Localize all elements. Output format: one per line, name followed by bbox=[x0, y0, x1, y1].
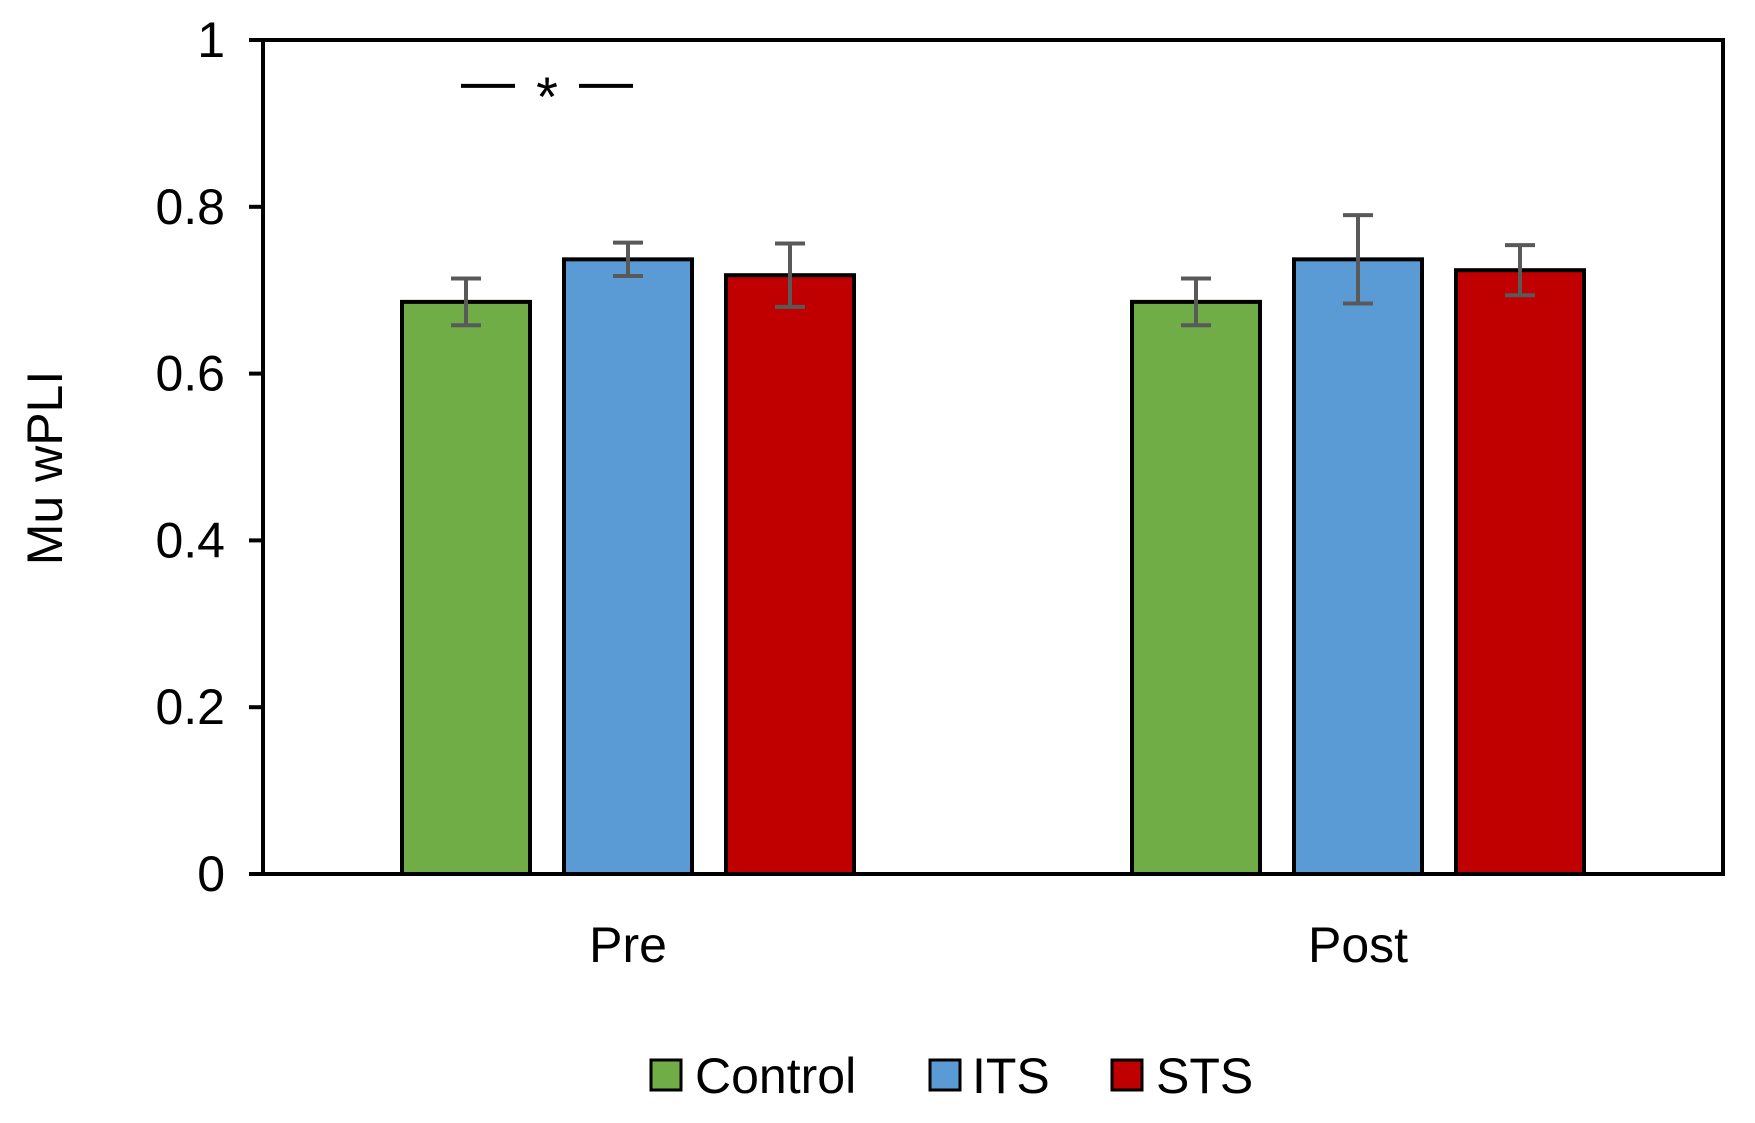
y-axis-title: Mu wPLI bbox=[17, 371, 73, 566]
plot-area-frame bbox=[261, 38, 1725, 876]
bar-pre-sts bbox=[724, 273, 856, 876]
legend-label-control: Control bbox=[695, 1048, 856, 1104]
legend-swatch-control bbox=[649, 1058, 683, 1092]
bar-post-control bbox=[1130, 299, 1262, 877]
legend-label-sts: STS bbox=[1156, 1048, 1253, 1104]
y-tick-label-5: 1 bbox=[197, 12, 225, 68]
y-tick-label-3: 0.6 bbox=[155, 346, 225, 402]
y-tick-label-0: 0 bbox=[197, 846, 225, 902]
significance-marker: * bbox=[536, 65, 558, 128]
bar-pre-its bbox=[562, 257, 694, 877]
x-category-label-0: Pre bbox=[589, 917, 667, 973]
y-tick-label-1: 0.2 bbox=[155, 679, 225, 735]
y-tick-label-2: 0.4 bbox=[155, 512, 225, 568]
bar-pre-control bbox=[400, 299, 532, 877]
legend-swatch-sts bbox=[1110, 1058, 1144, 1092]
bar-post-its bbox=[1292, 257, 1424, 877]
legend-label-its: ITS bbox=[972, 1048, 1050, 1104]
bar-post-sts bbox=[1454, 268, 1586, 876]
legend-swatch-its bbox=[928, 1058, 962, 1092]
y-tick-label-4: 0.8 bbox=[155, 179, 225, 235]
x-category-label-1: Post bbox=[1308, 917, 1408, 973]
